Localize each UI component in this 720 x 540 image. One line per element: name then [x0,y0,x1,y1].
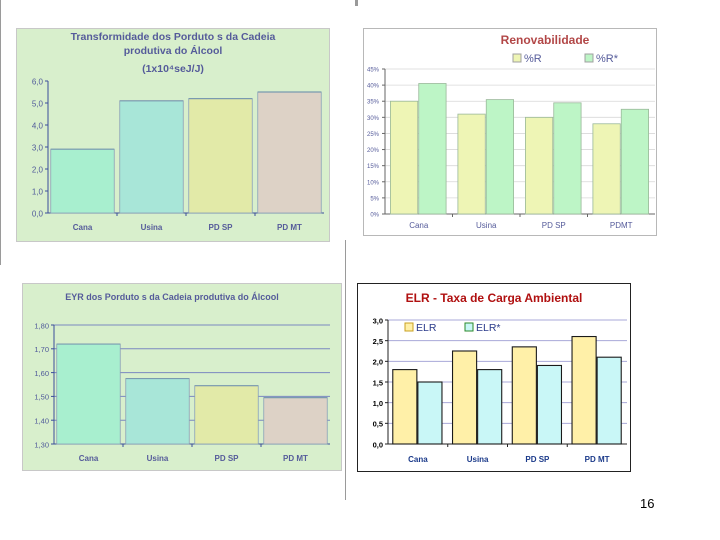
y-tick-label: 5,0 [32,100,44,109]
y-tick-label: 4,0 [32,122,44,131]
p3-svg: 1,80 1,70 1,60 1,50 1,40 1,30 Cana Usina PD SP PD… [22,283,342,471]
bar-r-pdmt [592,123,621,215]
x-tick-label: PD SP [214,454,239,463]
bar-r-usina [485,99,515,215]
y-tick-label: 0% [370,213,379,219]
chart-title: Renovabilidade [501,33,590,47]
page-number: 16 [640,496,655,511]
legend-label: ELR* [476,322,501,334]
chart-renovabilidade: 45% 40% 35% 30% 25% 20% 15% 10% 5% 0% Cana Usina PD … [363,28,657,236]
y-tick-label: 1,70 [34,345,49,354]
y-tick-label: 40% [367,84,380,90]
y-tick-label: 0,5 [373,420,383,429]
bar-r-cana [389,100,419,215]
divider-mid [345,240,346,500]
y-tick-label: 2,5 [373,337,383,346]
y-tick-label: 1,80 [34,321,49,330]
y-tick-label: 1,0 [32,188,44,197]
bar-r-cana [418,83,447,215]
p4-svg: 3,0 2,5 2,0 1,5 1,0 0,5 0,0 Cana Usina PD SP PD MT… [357,283,631,472]
bar-usina [125,378,190,445]
p2-svg: 45% 40% 35% 30% 25% 20% 15% 10% 5% 0% Cana Usina PD … [363,28,657,236]
y-tick-label: 10% [367,180,380,186]
chart-title: produtiva do Álcool [124,44,223,57]
x-tick-label: PD MT [585,455,610,464]
y-tick-label: 6,0 [32,78,44,87]
x-tick-label: Usina [147,454,169,463]
x-tick-label: Usina [467,455,489,464]
x-tick-label: Cana [79,454,99,463]
y-tick-label: 1,30 [34,440,49,449]
legend-label: ELR [416,322,437,334]
y-tick-label: 20% [367,148,380,154]
chart-title: Transformidade dos Porduto s da Cadeia [71,31,276,43]
y-tick-label: 35% [367,100,380,106]
bar-cana [56,343,121,445]
bar-pd-sp [188,98,253,214]
y-tick-label: 15% [367,164,380,170]
x-tick-label: Usina [476,221,497,230]
x-tick-label: Cana [408,455,428,464]
y-tick-label: 0,0 [373,440,383,449]
bar-pd-sp [194,385,259,445]
y-tick-label: 3,0 [32,144,44,153]
legend-swatch [464,322,474,332]
bar-pd-mt [263,397,328,445]
y-tick-label: 1,50 [34,393,49,402]
legend-label: %R [524,53,542,65]
y-tick-label: 45% [367,68,380,74]
bar-elr-pd-mt [596,356,622,445]
chart-transformidade: 6,0 5,0 4,0 3,0 2,0 1,0 0,0 Cana Usina PD SP PD MT… [16,28,330,242]
divider-top [355,0,358,6]
x-tick-label: Cana [73,223,93,232]
y-tick-label: 25% [367,132,380,138]
legend-swatch [584,53,594,63]
bar-usina [119,100,184,214]
x-tick-label: Usina [141,223,163,232]
bar-elr-pd-sp [511,346,537,445]
bar-r-usina [457,113,486,215]
y-tick-label: 5% [370,196,379,202]
y-tick-label: 3,0 [373,316,383,325]
x-tick-label: PD SP [208,223,233,232]
divider-left [0,0,1,265]
bar-elr-cana [417,381,443,445]
x-tick-label: PD SP [542,221,566,230]
y-tick-label: 1,60 [34,369,49,378]
legend-swatch [512,53,522,63]
x-tick-label: PD MT [283,454,308,463]
x-tick-label: PDMT [610,221,633,230]
legend-swatch [404,322,414,332]
bar-elr-cana [392,369,418,445]
bar-elr-usina [477,369,503,445]
y-tick-label: 2,0 [32,166,44,175]
y-tick-label: 1,5 [373,378,383,387]
bar-r-pd-sp [553,102,582,215]
legend-label: %R* [596,53,619,65]
bar-elr-pd-sp [536,364,563,445]
y-tick-label: 1,40 [34,416,49,425]
y-tick-label: 1,0 [373,399,383,408]
x-tick-label: PD MT [277,223,302,232]
bar-r-pdmt [620,108,650,215]
y-tick-label: 30% [367,116,380,122]
p1-svg: 6,0 5,0 4,0 3,0 2,0 1,0 0,0 Cana Usina PD SP PD MT… [16,28,330,242]
chart-eyr: 1,80 1,70 1,60 1,50 1,40 1,30 Cana Usina PD SP PD… [22,283,342,471]
y-tick-label: 0,0 [32,210,44,219]
bar-elr-pd-mt [571,335,597,445]
bar-cana [50,148,115,214]
chart-title: (1x10⁴seJ/J) [142,63,204,75]
chart-title: ELR - Taxa de Carga Ambiental [406,291,583,305]
x-tick-label: Cana [409,221,429,230]
x-tick-label: PD SP [525,455,550,464]
y-tick-label: 2,0 [373,358,383,367]
bar-pd-mt [257,91,322,214]
bar-r-pd-sp [524,116,554,215]
bar-elr-usina [451,350,478,445]
chart-title: EYR dos Porduto s da Cadeia produtiva do… [65,292,279,302]
chart-elr: 3,0 2,5 2,0 1,5 1,0 0,5 0,0 Cana Usina PD SP PD MT… [357,283,631,472]
